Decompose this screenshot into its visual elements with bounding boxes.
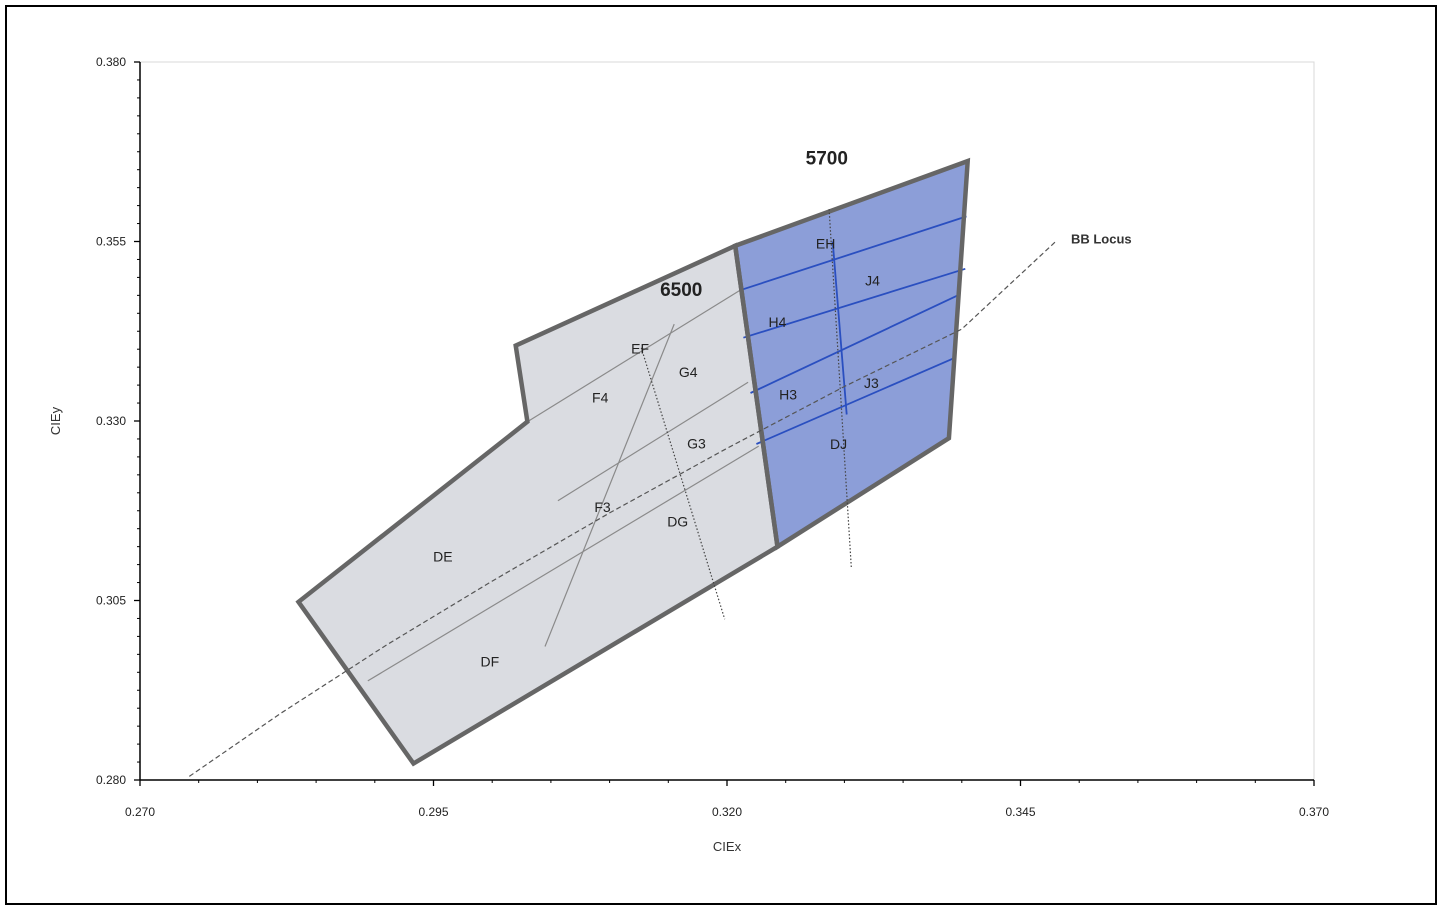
bin-label-DG: DG <box>667 514 688 530</box>
bin-divider-line <box>756 356 956 445</box>
bin-label-DJ: DJ <box>830 436 847 452</box>
bin-divider-line <box>527 288 743 423</box>
bin-label-EH: EH <box>816 236 835 252</box>
bb-locus-label: BB Locus <box>1071 232 1132 247</box>
bin-label-H4: H4 <box>769 314 787 330</box>
plot-area <box>139 61 1315 781</box>
bin-label-H3: H3 <box>779 386 797 402</box>
x-tick-label: 0.345 <box>1005 805 1035 819</box>
bin-label-F4: F4 <box>592 389 609 405</box>
bin-label-G3: G3 <box>687 435 706 451</box>
bin-divider-line <box>557 381 749 502</box>
cct-line-5700 <box>828 209 852 569</box>
region-5700-outline <box>732 157 971 551</box>
y-tick-label: 0.380 <box>96 55 126 69</box>
region-6500-fill <box>298 245 778 764</box>
bb-locus-line <box>188 241 1057 777</box>
bin-divider-line <box>739 215 967 292</box>
y-tick-label: 0.305 <box>96 594 126 608</box>
cct-label-5700: 5700 <box>806 149 848 170</box>
x-tick-label: 0.320 <box>712 805 742 819</box>
bin-label-DF: DF <box>481 654 500 670</box>
y-tick-label: 0.330 <box>96 414 126 428</box>
bin-divider-line <box>367 445 760 682</box>
bin-label-G4: G4 <box>679 364 698 380</box>
x-tick-label: 0.270 <box>125 805 155 819</box>
cct-label-6500: 6500 <box>660 280 702 301</box>
y-tick-label: 0.280 <box>96 773 126 787</box>
bin-label-J3: J3 <box>864 375 879 391</box>
y-axis-title: CIEy <box>48 406 63 435</box>
bin-divider-line <box>831 241 848 415</box>
y-tick-label: 0.355 <box>96 235 126 249</box>
bin-label-DE: DE <box>433 549 452 565</box>
bin-divider-line <box>750 293 960 394</box>
bin-label-J4: J4 <box>865 272 880 288</box>
cie-chromaticity-chart: 6500 5700 BB Locus DE DF F4 F3 EF G4 G3 DG EH J4 H4… <box>48 55 1329 854</box>
x-axis-title: CIEx <box>713 839 742 854</box>
bin-label-F3: F3 <box>594 499 611 515</box>
bin-divider-line <box>743 267 966 339</box>
region-5700-fill <box>735 161 968 547</box>
bin-divider-line <box>544 323 675 647</box>
x-tick-label: 0.295 <box>418 805 448 819</box>
x-tick-label: 0.370 <box>1299 805 1329 819</box>
bin-label-EF: EF <box>631 340 649 356</box>
